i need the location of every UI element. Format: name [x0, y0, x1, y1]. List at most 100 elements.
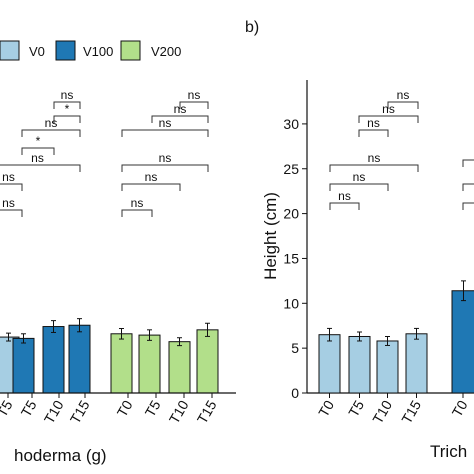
bracket-b-v0-5: ns: [329, 170, 389, 191]
x-tick-label-a-0: T5: [0, 397, 16, 419]
bracket-b-v0-1: ns: [387, 88, 419, 109]
bar-a-v100-t10: [42, 326, 65, 394]
y-tick-label-b-25: 25: [283, 161, 299, 177]
bracket-b-v0-4-label: ns: [368, 151, 381, 165]
panel-b-x-axis-label: Trich: [430, 442, 467, 461]
bar-a-v200-t5: [138, 334, 161, 394]
bracket-a-v200-3-label: ns: [159, 116, 172, 130]
errorbar-b-v0-t10: [385, 335, 390, 346]
bracket-a-v100-6: ns: [0, 170, 23, 191]
bracket-a-v100-1: ns: [53, 88, 81, 109]
bracket-a-v100-3-label: ns: [45, 116, 58, 130]
bar-b-v100-t0: [451, 290, 474, 394]
bracket-b-v100-partial: [462, 159, 474, 210]
panel-b-x-ticks: T0 T5 T10 T15 T0: [315, 393, 471, 426]
bracket-a-v100-6-label: ns: [2, 170, 15, 184]
panel-b-marks: [318, 280, 474, 394]
panel-a-marks: [0, 318, 219, 394]
x-tick-label-a-3: T15: [67, 397, 93, 426]
errorbar-b-v100-t0: [461, 280, 466, 302]
y-tick-label-b-30: 30: [283, 116, 299, 132]
errorbar-a-v200-t0: [119, 328, 124, 340]
bracket-a-v200-1: ns: [179, 88, 209, 109]
bar-a-v200-t0: [110, 333, 133, 394]
bracket-a-v200-6-label: ns: [131, 196, 144, 210]
bar-a-v100-t15: [68, 324, 91, 394]
bracket-a-v200-3: ns: [121, 116, 209, 137]
legend-label-v100: V100: [83, 44, 113, 59]
panel-b-y-axis-label: Height (cm): [261, 192, 280, 280]
legend-swatch-v200: [120, 40, 141, 61]
panel-b-label: b): [245, 19, 259, 36]
y-tick-label-b-10: 10: [283, 295, 299, 311]
errorbar-a-v100-t15: [77, 318, 82, 333]
bar-b-v0-t10: [376, 340, 399, 394]
bar-a-v100-t5: [12, 337, 35, 394]
errorbar-b-v0-t0: [327, 327, 332, 342]
panel-a-x-axis-label: hoderma (g): [14, 446, 107, 465]
bracket-a-v100-4-label: *: [36, 134, 41, 148]
x-tick-label-a-4: T0: [114, 397, 136, 419]
errorbar-a-v200-t5: [147, 329, 152, 341]
bracket-a-v100-2: *: [53, 102, 81, 123]
panel-b-y-ticks: 0 5 10 15 20 25 30: [283, 116, 307, 401]
x-tick-label-a-5: T5: [142, 397, 164, 419]
bracket-b-v0-3-label: ns: [367, 116, 380, 130]
legend-label-v0: V0: [29, 44, 45, 59]
bracket-b-v0-4: ns: [329, 151, 419, 172]
x-tick-label-a-7: T15: [194, 397, 220, 426]
bracket-a-v100-5: ns: [0, 151, 81, 172]
y-tick-label-b-15: 15: [283, 250, 299, 266]
y-tick-label-b-0: 0: [291, 385, 299, 401]
bracket-a-v200-4-label: ns: [159, 151, 172, 165]
bracket-a-v100-7: ns: [0, 196, 23, 217]
bracket-b-v0-5-label: ns: [353, 170, 366, 184]
bracket-a-v100-3: ns: [21, 116, 81, 137]
bracket-a-v100-4: *: [21, 134, 55, 155]
bar-b-v0-t5: [348, 335, 371, 394]
bracket-a-v200-2-label: ns: [174, 102, 187, 116]
errorbar-a-v0-t5: [6, 332, 11, 342]
panel-a-x-ticks: T5T5T10T15T0T5T10T15T0: [0, 393, 220, 426]
bar-b-v0-t15: [405, 333, 428, 394]
legend-swatch-v100: [55, 40, 76, 61]
bracket-a-v200-5: ns: [121, 170, 181, 191]
bracket-b-v0-2: ns: [358, 102, 419, 123]
x-tick-label-b-0: T0: [315, 397, 337, 419]
bar-a-v200-t10: [168, 341, 191, 394]
x-tick-label-a-6: T10: [166, 397, 192, 426]
bracket-a-v100-2-label: *: [65, 102, 70, 116]
legend-swatch-v0: [0, 40, 20, 61]
bracket-a-v100-5-label: ns: [31, 151, 44, 165]
x-tick-label-b-2: T10: [369, 397, 395, 426]
x-tick-label-b-3: T15: [398, 397, 424, 426]
legend: V0 V100 V200: [0, 40, 181, 61]
legend-label-v200: V200: [151, 44, 181, 59]
errorbar-b-v0-t5: [357, 331, 362, 342]
x-tick-label-b-1: T5: [345, 397, 367, 419]
y-tick-label-b-20: 20: [283, 206, 299, 222]
bracket-a-v200-6: ns: [121, 196, 153, 217]
bracket-b-v0-3: ns: [358, 116, 389, 137]
errorbar-b-v0-t15: [414, 327, 419, 340]
bracket-a-v100-1-label: ns: [61, 88, 74, 102]
bracket-a-v200-4: ns: [121, 151, 209, 172]
bracket-b-v0-6-label: ns: [338, 189, 351, 203]
bracket-b-v0-2-label: ns: [382, 102, 395, 116]
x-tick-label-a-2: T10: [41, 397, 67, 426]
bracket-a-v200-5-label: ns: [145, 170, 158, 184]
errorbar-a-v200-t10: [177, 337, 182, 347]
y-tick-label-b-5: 5: [291, 340, 299, 356]
errorbar-a-v100-t5: [21, 333, 26, 344]
bracket-a-v100-7-label: ns: [2, 196, 15, 210]
bar-a-v200-t15: [196, 329, 219, 394]
errorbar-a-v100-t10: [51, 320, 56, 333]
errorbar-a-v200-t15: [205, 322, 210, 337]
bar-b-v0-t0: [318, 334, 341, 394]
bracket-a-v200-2: ns: [151, 102, 209, 123]
